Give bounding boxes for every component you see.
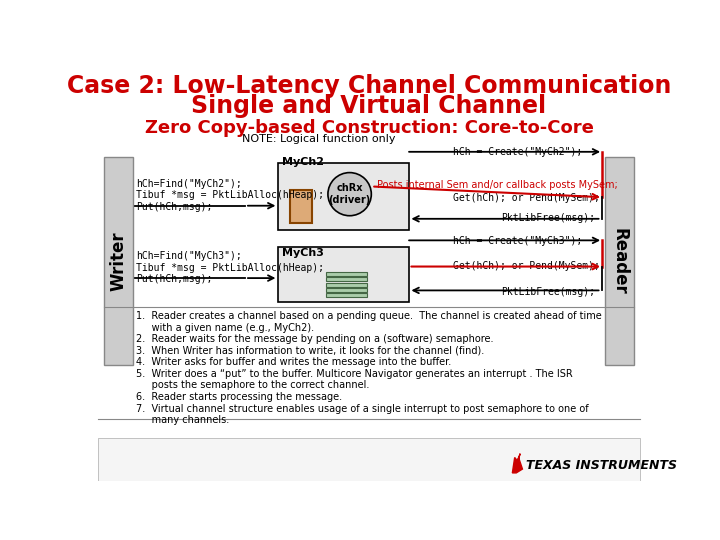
- Text: Case 2: Low-Latency Channel Communication: Case 2: Low-Latency Channel Communicatio…: [67, 74, 671, 98]
- Text: 4.  Writer asks for buffer and writes the message into the buffer.: 4. Writer asks for buffer and writes the…: [137, 357, 451, 367]
- Text: Writer: Writer: [109, 231, 127, 291]
- Bar: [326, 272, 366, 276]
- Text: 5.  Writer does a “put” to the buffer. Multicore Navigator generates an interrup: 5. Writer does a “put” to the buffer. Mu…: [137, 369, 573, 379]
- Text: 3.  When Writer has information to write, it looks for the channel (find).: 3. When Writer has information to write,…: [137, 346, 485, 356]
- Text: Zero Copy-based Construction: Core-to-Core: Zero Copy-based Construction: Core-to-Co…: [145, 119, 593, 137]
- Text: many channels.: many channels.: [137, 415, 230, 425]
- Text: NOTE: Logical function only: NOTE: Logical function only: [242, 134, 395, 144]
- Text: posts the semaphore to the correct channel.: posts the semaphore to the correct chann…: [137, 381, 370, 390]
- Text: TEXAS INSTRUMENTS: TEXAS INSTRUMENTS: [526, 458, 678, 472]
- Text: MyCh3: MyCh3: [282, 248, 324, 258]
- Text: PktLibFree(msg);: PktLibFree(msg);: [500, 287, 595, 296]
- Text: MyCh2: MyCh2: [282, 157, 324, 167]
- Text: chRx
(driver): chRx (driver): [328, 184, 371, 205]
- Bar: [326, 288, 366, 292]
- Bar: [326, 278, 366, 281]
- Text: hCh = Create("MyCh3");: hCh = Create("MyCh3");: [453, 236, 582, 246]
- Text: hCh=Find("MyCh2");
Tibuf *msg = PktLibAlloc(hHeap);
Put(hCh,msg);: hCh=Find("MyCh2"); Tibuf *msg = PktLibAl…: [137, 179, 325, 212]
- Polygon shape: [513, 454, 523, 473]
- Bar: [605, 157, 634, 365]
- Text: hCh=Find("MyCh3");
Tibuf *msg = PktLibAlloc(hHeap);
Put(hCh,msg);: hCh=Find("MyCh3"); Tibuf *msg = PktLibAl…: [137, 251, 325, 285]
- Text: Single and Virtual Channel: Single and Virtual Channel: [192, 94, 546, 118]
- Circle shape: [328, 173, 372, 215]
- Bar: [279, 163, 408, 231]
- Bar: [290, 190, 312, 222]
- Bar: [279, 247, 408, 302]
- Text: 2.  Reader waits for the message by pending on a (software) semaphore.: 2. Reader waits for the message by pendi…: [137, 334, 494, 345]
- Text: 7.  Virtual channel structure enables usage of a single interrupt to post semaph: 7. Virtual channel structure enables usa…: [137, 403, 589, 414]
- Text: hCh = Create("MyCh2");: hCh = Create("MyCh2");: [453, 147, 582, 157]
- Text: Posts internal Sem and/or callback posts MySem;: Posts internal Sem and/or callback posts…: [377, 180, 618, 190]
- Text: PktLibFree(msg);: PktLibFree(msg);: [500, 213, 595, 224]
- Text: Reader: Reader: [611, 228, 629, 294]
- Bar: [326, 294, 366, 298]
- Bar: [98, 438, 640, 481]
- Text: Get(hCh); or Pend(MySem);: Get(hCh); or Pend(MySem);: [453, 193, 600, 204]
- Text: with a given name (e.g., MyCh2).: with a given name (e.g., MyCh2).: [137, 323, 315, 333]
- Text: 1.  Reader creates a channel based on a pending queue.  The channel is created a: 1. Reader creates a channel based on a p…: [137, 311, 602, 321]
- Text: 6.  Reader starts processing the message.: 6. Reader starts processing the message.: [137, 392, 343, 402]
- Text: Get(hCh); or Pend(MySem);: Get(hCh); or Pend(MySem);: [453, 261, 600, 271]
- Bar: [326, 283, 366, 287]
- Bar: [104, 157, 133, 365]
